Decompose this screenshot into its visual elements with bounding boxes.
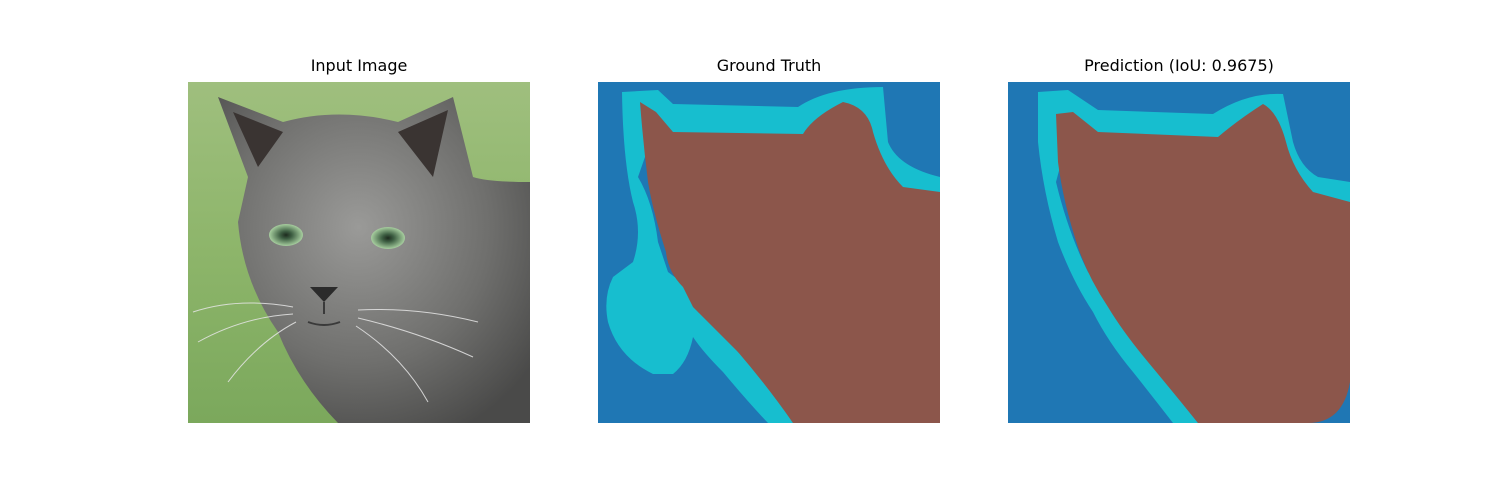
prediction-title: Prediction (IoU: 0.9675): [1084, 56, 1274, 75]
input-image-panel: [188, 82, 530, 423]
input-image-title: Input Image: [310, 56, 408, 75]
prediction-mask-icon: [1008, 82, 1350, 423]
prediction-panel: [1008, 82, 1350, 423]
cat-photo-icon: [188, 82, 530, 423]
ground-truth-panel: [598, 82, 940, 423]
ground-truth-title: Ground Truth: [716, 56, 822, 75]
ground-truth-mask-icon: [598, 82, 940, 423]
